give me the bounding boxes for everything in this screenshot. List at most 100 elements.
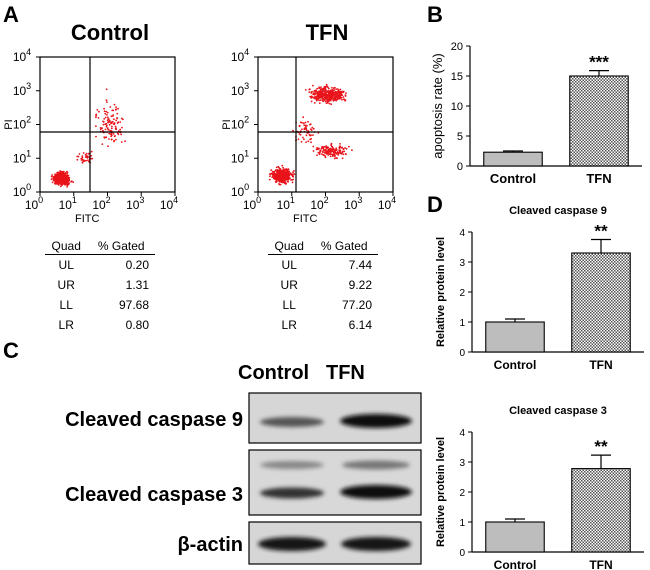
x-tick-label: 100 [243,195,261,212]
category-label: TFN [589,558,612,570]
y-axis-label: apoptosis rate (%) [430,53,445,159]
y-tick-label: 10 [451,101,463,113]
gated-cell: 6.14 [348,318,372,332]
bar [485,321,545,353]
table-row: LL 97.68 [45,295,155,315]
significance-label: ** [594,222,608,241]
chart-title: Cleaved caspase 9 [509,205,607,217]
table-row: UR 9.22 [268,275,378,295]
flow-title-control: Control [70,20,150,45]
x-tick-label: 100 [25,195,43,212]
y-axis-label: Relative protein level [435,237,447,347]
quad-cell: UR [280,278,298,292]
bar [571,252,631,353]
blot-row-caspase3: Cleaved caspase 3 [65,484,243,506]
x-tick-label: 102 [92,195,110,212]
bar [485,521,545,553]
y-tick-label: 2 [459,488,465,499]
y-tick-label: 2 [459,288,465,299]
y-tick-label: 102 [13,115,31,132]
bar [571,468,631,553]
western-blot-image [248,392,422,565]
bar-chart-2: 0 1 2 3 4 Relative protein level Cleaved caspa… [435,405,644,570]
significance-label: *** [589,53,609,72]
bar [569,75,629,167]
y-tick-label: 4 [459,428,465,439]
y-tick-label: 0 [459,548,465,559]
table-header-quad: Quad [268,238,311,255]
blot-band [260,461,324,469]
flow-cytometry-plots: 100100101101102102103103104104FITCPI1001… [3,47,396,225]
gated-cell: 77.20 [341,298,372,312]
y-tick-label: 0 [457,161,463,173]
table-row: UL 0.20 [45,255,155,276]
flow-dots [268,83,353,186]
x-tick-label: 101 [59,195,77,212]
blot-band [342,460,410,470]
quad-cell: UL [281,258,297,272]
table-row: LR 6.14 [268,315,378,335]
y-tick-label: 104 [231,47,249,64]
quad-table-control: Quad % Gated UL 0.20 UR 1.31 LL 97.68 LR 0.8… [45,238,155,335]
table-row: LL 77.20 [268,295,378,315]
table-row: UR 1.31 [45,275,155,295]
x-axis-label: FITC [75,213,99,225]
x-axis-label: FITC [293,213,317,225]
bar-chart-0: 0 5 10 15 20 apoptosis rate (%) Control *** TFN [430,41,642,186]
y-tick-label: 102 [231,115,249,132]
panel-letter-d: D [427,192,443,217]
table-header-gated: % Gated [87,238,155,255]
y-tick-label: 1 [459,318,465,329]
quad-cell: LR [281,318,297,332]
y-axis-label: PI [221,119,233,129]
y-tick-label: 100 [13,182,31,199]
gated-cell: 7.44 [348,258,372,272]
significance-label: ** [594,437,608,456]
blot-column-tfn: TFN [326,362,365,384]
blot-strip-caspase3 [248,449,422,516]
y-tick-label: 100 [231,182,249,199]
flow-title-tfn: TFN [305,20,349,45]
gated-cell: 0.20 [125,258,149,272]
flow-dots [50,88,126,188]
x-tick-label: 103 [344,195,362,212]
y-tick-label: 3 [459,258,465,269]
quad-cell: LR [58,318,74,332]
quad-cell: UR [57,278,75,292]
blot-band [340,414,412,428]
x-tick-label: 101 [277,195,295,212]
blot-band [258,537,326,551]
x-tick-label: 102 [310,195,328,212]
y-tick-label: 103 [231,81,249,98]
panel-letter-a: A [3,2,19,27]
blot-band [260,417,324,427]
y-tick-label: 3 [459,458,465,469]
table-row: UL 7.44 [268,255,378,276]
y-tick-label: 1 [459,518,465,529]
blot-column-control: Control [238,362,310,384]
table-row: LR 0.80 [45,315,155,335]
quad-cell: LL [282,298,296,312]
panel-letter-c: C [3,338,19,363]
quad-table-tfn: Quad % Gated UL 7.44 UR 9.22 LL 77.20 LR 6.1… [268,238,378,335]
bar-chart-1: 0 1 2 3 4 Relative protein level Cleaved caspa… [435,205,644,372]
x-tick-label: 104 [160,195,178,212]
blot-row-caspase9: Cleaved caspase 9 [65,409,243,431]
blot-band [340,485,412,499]
y-axis-label: Relative protein level [435,437,447,547]
y-tick-label: 15 [451,71,463,83]
table-header-gated: % Gated [310,238,378,255]
gated-cell: 9.22 [348,278,372,292]
x-tick-label: 104 [378,195,396,212]
gated-cell: 0.80 [125,318,149,332]
blot-row-actin: β-actin [177,534,243,556]
bar [483,151,543,167]
y-tick-label: 4 [459,228,465,239]
gated-cell: 1.31 [125,278,149,292]
blot-band [260,487,324,499]
y-tick-label: 101 [13,148,31,165]
chart-title: Cleaved caspase 3 [509,405,607,417]
